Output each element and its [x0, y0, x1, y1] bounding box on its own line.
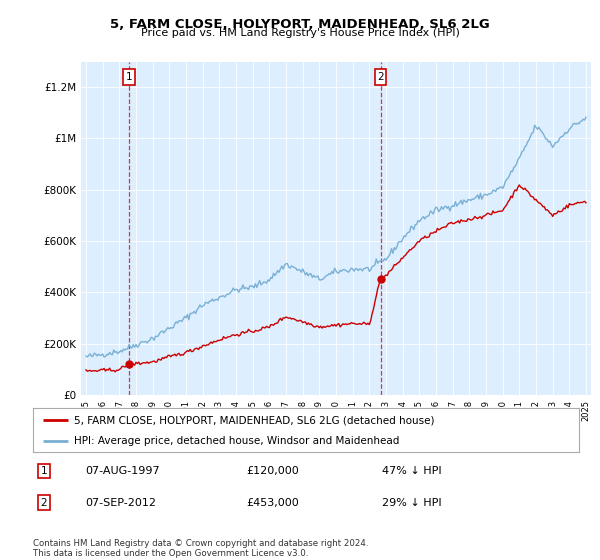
Text: Price paid vs. HM Land Registry's House Price Index (HPI): Price paid vs. HM Land Registry's House … [140, 28, 460, 38]
Text: 5, FARM CLOSE, HOLYPORT, MAIDENHEAD, SL6 2LG (detached house): 5, FARM CLOSE, HOLYPORT, MAIDENHEAD, SL6… [74, 415, 434, 425]
Text: 47% ↓ HPI: 47% ↓ HPI [382, 466, 442, 476]
Text: 07-AUG-1997: 07-AUG-1997 [85, 466, 160, 476]
Text: 5, FARM CLOSE, HOLYPORT, MAIDENHEAD, SL6 2LG: 5, FARM CLOSE, HOLYPORT, MAIDENHEAD, SL6… [110, 18, 490, 31]
Text: 2: 2 [377, 72, 384, 82]
Text: 2: 2 [41, 498, 47, 508]
Text: 29% ↓ HPI: 29% ↓ HPI [382, 498, 442, 508]
Text: £120,000: £120,000 [246, 466, 299, 476]
Text: Contains HM Land Registry data © Crown copyright and database right 2024.: Contains HM Land Registry data © Crown c… [33, 539, 368, 548]
Text: 1: 1 [125, 72, 133, 82]
Text: HPI: Average price, detached house, Windsor and Maidenhead: HPI: Average price, detached house, Wind… [74, 436, 400, 446]
Text: This data is licensed under the Open Government Licence v3.0.: This data is licensed under the Open Gov… [33, 549, 308, 558]
Text: 1: 1 [41, 466, 47, 476]
Text: 07-SEP-2012: 07-SEP-2012 [85, 498, 156, 508]
Text: £453,000: £453,000 [246, 498, 299, 508]
